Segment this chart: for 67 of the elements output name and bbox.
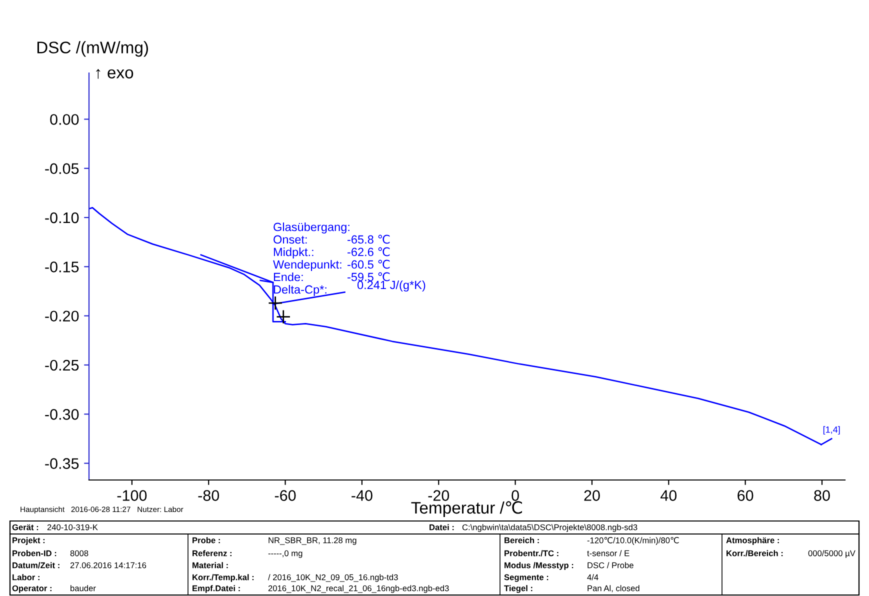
x-tick-label: 0 [512, 490, 519, 501]
text: Empf.Datei : [192, 585, 240, 593]
x-tick-label: -40 [352, 490, 372, 501]
text: 000/5000 µV [808, 550, 856, 558]
annotation: [1,4] [823, 426, 840, 435]
text: Material : [192, 562, 228, 568]
annotation: 0.241 J/(g*K) [357, 280, 426, 292]
text: Referenz : [192, 550, 232, 556]
text: bauder [70, 585, 96, 592]
x-tick-label: -80 [198, 490, 220, 501]
annotation: Midpkt.: [274, 247, 314, 259]
annotation: -59.5 ℃ [348, 272, 390, 282]
text: Korr./Bereich : [726, 550, 783, 556]
y-tick-label: 0.00 [50, 114, 79, 125]
text: Probentr./TC : [504, 550, 558, 556]
text: Projekt : [12, 537, 45, 545]
text: 240-10-319-K [47, 524, 98, 530]
text: -----,0 mg [268, 550, 302, 558]
y-tick-label: -0.15 [45, 262, 79, 272]
x-tick-label: 60 [738, 490, 754, 501]
text: Tiegel : [504, 585, 532, 593]
text: Operator : [12, 585, 52, 593]
x-tick-label: -20 [428, 490, 450, 501]
text: Bereich : [504, 537, 539, 544]
text: Pan Al, closed [588, 585, 640, 592]
annotation: Ende: [274, 272, 303, 282]
text: Datum/Zeit : [12, 562, 60, 568]
text: 8008 [70, 550, 88, 556]
y-tick-label: -0.30 [45, 409, 79, 420]
text: Modus /Messtyp : [504, 562, 574, 570]
text: Labor : [12, 574, 40, 580]
y-tick-label: -0.10 [45, 212, 79, 224]
text: 4/4 [587, 574, 598, 580]
x-tick-label: 20 [584, 490, 600, 501]
x-axis-title: Temperatur /℃ [411, 501, 522, 518]
annotation: -65.8 ℃ [348, 234, 390, 244]
annotation: Wendepunkt: [273, 260, 342, 272]
annotation: ↑ exo [96, 68, 134, 79]
text: t-sensor / E [587, 550, 630, 556]
x-tick-label: 80 [814, 490, 830, 501]
text: Proben-ID : [12, 550, 56, 556]
y-tick-label: -0.25 [45, 360, 79, 371]
y-tick-label: -0.35 [45, 458, 79, 469]
text: 27.06.2016 14:17:16 [70, 562, 146, 568]
text: Korr./Temp.kal : [192, 574, 254, 582]
text: Segmente : [504, 574, 548, 582]
text: Datei : [430, 524, 454, 530]
text: / 2016_10K_N2_09_05_16.ngb-td3 [268, 574, 398, 582]
y-tick-label: -0.05 [45, 163, 79, 174]
annotation: -60.5 ℃ [348, 260, 390, 269]
y-tick-label: -0.20 [45, 310, 79, 322]
text: C:\ngbwin\ta\data5\DSC\Projekte\8008.ngb-sd3 [462, 524, 638, 532]
text: Gerät : [12, 524, 38, 530]
text: NR_SBR_BR, 11.28 mg [268, 537, 356, 545]
annotation: Delta-Cp*: [274, 284, 326, 296]
x-tick-label: 40 [660, 490, 677, 501]
x-tick-label: -60 [274, 490, 296, 501]
text: 2016_10K_N2_recal_21_06_16ngb-ed3.ngb-ed3 [268, 585, 449, 593]
annotation: Onset: [274, 235, 307, 244]
y-axis-title: DSC /(mW/mg) [37, 41, 148, 57]
text: Probe : [192, 537, 220, 544]
annotation: -62.6 ℃ [348, 247, 390, 256]
annotation: Glasübergang: [274, 222, 350, 234]
text: Atmosphäre : [726, 537, 779, 545]
x-tick-label: -100 [117, 490, 147, 501]
text: -120℃/10.0(K/min)/80℃ [587, 537, 679, 545]
text: DSC / Probe [588, 562, 634, 568]
